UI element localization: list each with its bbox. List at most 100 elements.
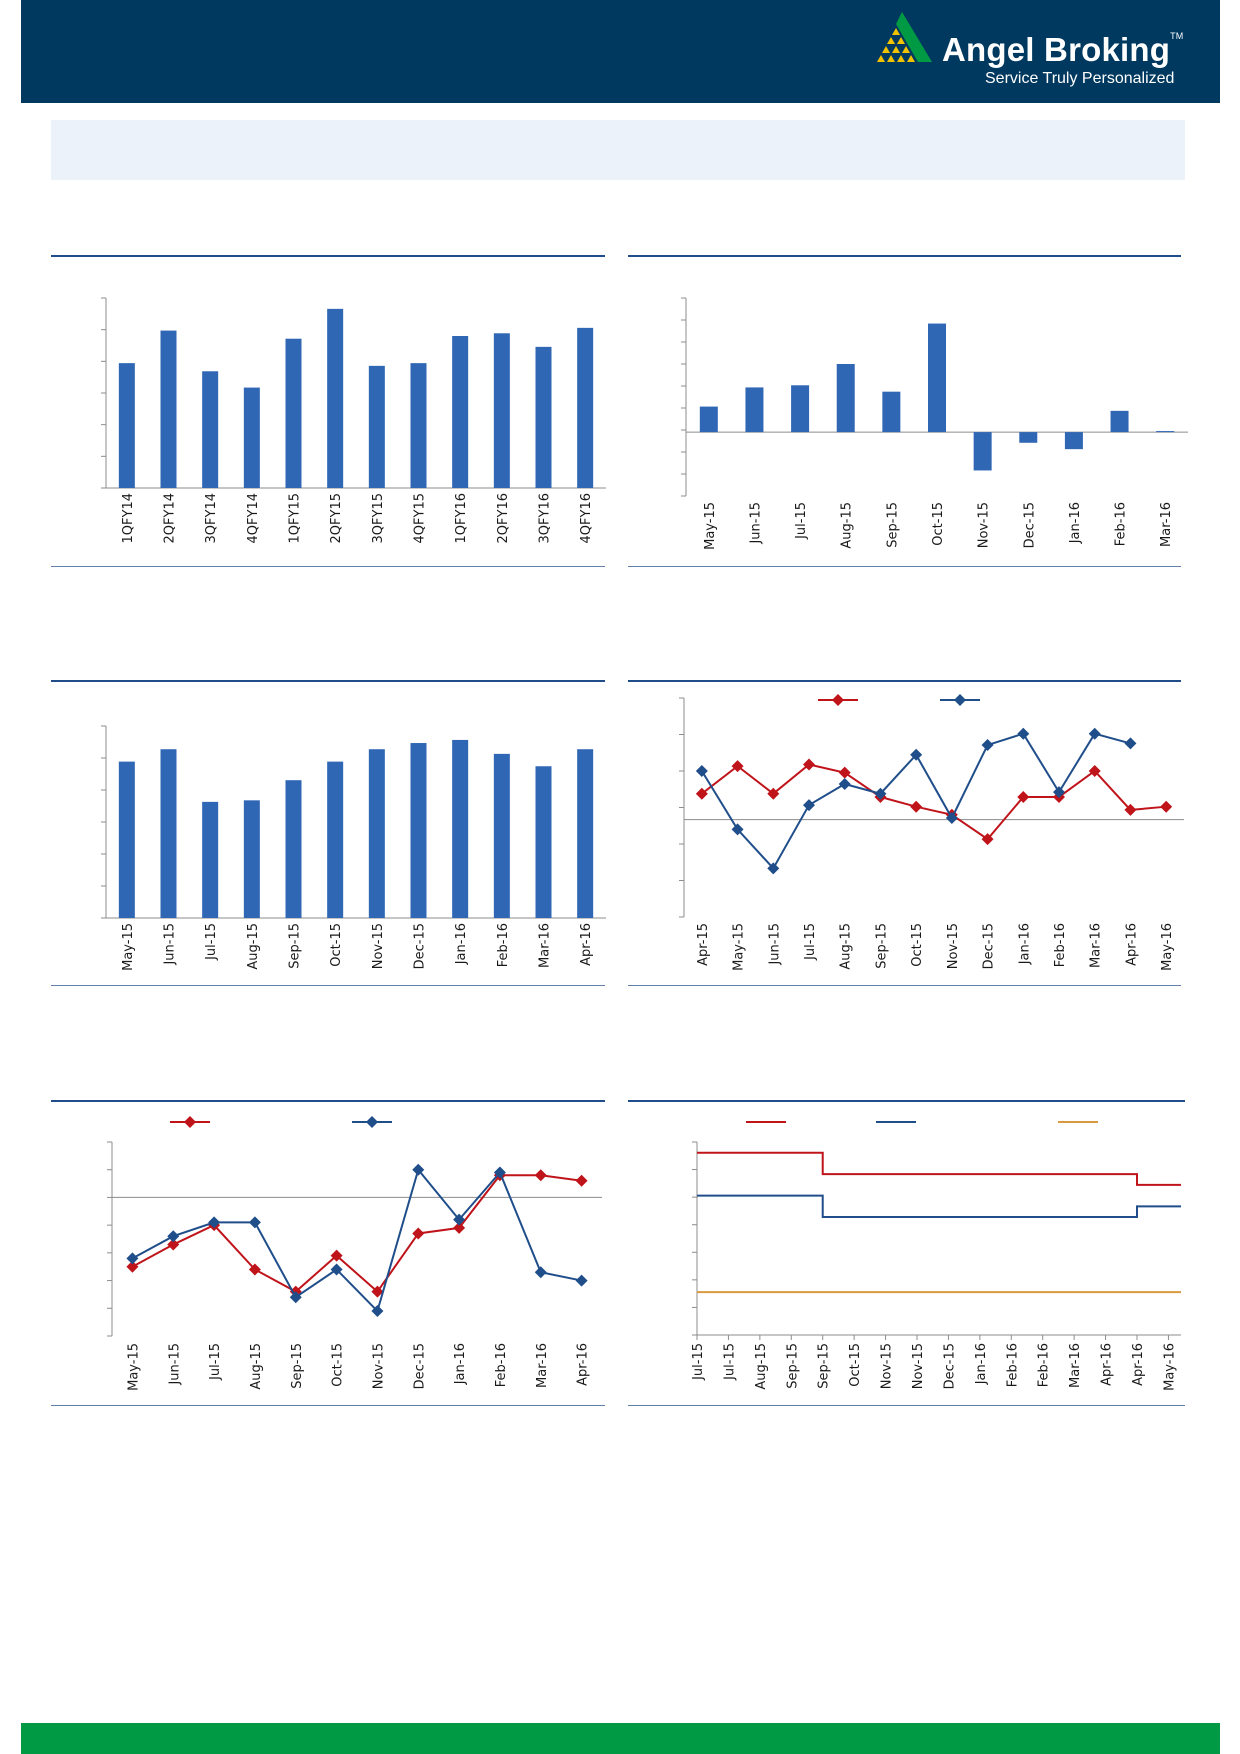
x-tick-label: Jul-15 — [722, 1343, 737, 1381]
x-tick-label: May-16 — [1162, 1343, 1177, 1391]
x-tick-label: Jun-15 — [163, 923, 178, 966]
data-point — [453, 1221, 466, 1234]
chart-2-bottom-rule — [628, 566, 1181, 567]
x-tick-label: Apr-16 — [579, 923, 594, 966]
data-point — [832, 694, 844, 706]
series-line — [697, 1194, 1181, 1219]
data-point — [1160, 800, 1173, 813]
x-tick-label: Jan-16 — [453, 1343, 468, 1385]
x-tick-label: Mar-16 — [535, 1343, 550, 1388]
x-tick-label: Apr-16 — [1124, 923, 1139, 966]
x-tick-label: Feb-16 — [1114, 502, 1129, 546]
series-line — [697, 1151, 1181, 1186]
x-tick-label: Sep-15 — [874, 923, 889, 969]
x-tick-label: Apr-15 — [696, 923, 711, 966]
data-point — [767, 787, 780, 800]
data-point — [945, 812, 958, 825]
bar — [493, 753, 510, 918]
bar — [699, 406, 718, 433]
data-point — [838, 777, 851, 790]
bar — [973, 432, 992, 471]
bar — [836, 364, 855, 433]
x-tick-label: Nov-15 — [911, 1343, 926, 1389]
title-band — [51, 120, 1185, 180]
data-point — [248, 1263, 261, 1276]
x-tick-label: 3QFY14 — [204, 493, 219, 543]
x-tick-label: 2QFY16 — [496, 493, 511, 543]
page-footer — [21, 1723, 1220, 1754]
bar — [410, 363, 427, 488]
x-tick-label: Nov-15 — [371, 923, 386, 969]
bar — [410, 743, 427, 918]
data-point — [167, 1230, 180, 1243]
x-tick-label: Nov-15 — [880, 1343, 895, 1389]
x-tick-label: Dec-15 — [413, 923, 428, 969]
bar — [160, 330, 177, 488]
bar — [1064, 432, 1083, 450]
bar — [285, 780, 302, 918]
data-point — [731, 760, 744, 773]
x-tick-label: 1QFY14 — [121, 493, 136, 543]
data-point — [910, 748, 923, 761]
data-point — [248, 1216, 261, 1229]
x-tick-label: Dec-15 — [942, 1343, 957, 1389]
chart-monthly-bars: May-15 Jun-15 Jul-15 Aug-15 Sep-15 Oct-15 Nov-… — [101, 725, 606, 971]
x-tick-label: Aug-15 — [246, 923, 261, 970]
x-tick-label: Aug-15 — [839, 923, 854, 970]
x-tick-label: Nov-15 — [977, 502, 992, 548]
series-line — [131, 1167, 582, 1313]
x-tick-label: Sep-15 — [290, 1343, 305, 1389]
bar — [243, 800, 260, 918]
data-point — [803, 758, 815, 771]
bar — [202, 371, 219, 488]
bar — [368, 749, 385, 918]
x-tick-label: Apr-16 — [1100, 1343, 1115, 1386]
chart-two-series-line-1: Apr-15 May-15 Jun-15 Jul-15 Aug-15 Sep-15 Oct-… — [679, 694, 1184, 971]
bar — [493, 333, 510, 488]
data-point — [371, 1285, 384, 1298]
x-tick-label: Dec-15 — [982, 923, 997, 969]
series-line — [701, 763, 1167, 841]
data-point — [534, 1266, 547, 1279]
chart-6-top-rule — [628, 1100, 1185, 1102]
page-header — [21, 0, 1220, 103]
x-tick-label: Apr-16 — [1131, 1343, 1146, 1386]
chart-quarterly-bars: 1QFY14 2QFY14 3QFY14 4QFY14 1QFY15 2QFY15 3QFY… — [101, 297, 606, 543]
bar — [535, 766, 552, 918]
x-tick-label: May-15 — [126, 1343, 141, 1391]
x-tick-label: 2QFY15 — [329, 493, 344, 543]
data-point — [412, 1227, 425, 1240]
x-tick-label: 4QFY16 — [579, 493, 594, 543]
chart-3-top-rule — [51, 680, 605, 682]
x-tick-label: Mar-16 — [1159, 502, 1174, 547]
chart-1-top-rule — [51, 255, 605, 257]
data-point — [695, 765, 708, 777]
x-tick-label: Oct-15 — [331, 1343, 346, 1387]
data-point — [1017, 790, 1030, 803]
x-tick-label: Aug-15 — [840, 502, 855, 549]
x-tick-label: May-15 — [121, 923, 136, 971]
x-tick-label: Oct-15 — [931, 502, 946, 546]
x-tick-label: Jul-15 — [803, 923, 818, 961]
chart-rates-step-line: Jul-15 Jul-15 Aug-15 Sep-15 Sep-15 Oct-15 Nov-… — [691, 1121, 1181, 1391]
bar — [535, 346, 552, 488]
x-tick-label: Feb-16 — [1005, 1343, 1020, 1387]
x-tick-label: Jul-15 — [794, 502, 809, 540]
x-tick-label: May-16 — [1160, 923, 1175, 971]
x-tick-label: Mar-16 — [1068, 1343, 1083, 1388]
x-tick-label: Oct-15 — [910, 923, 925, 967]
x-tick-label: Aug-15 — [754, 1343, 769, 1390]
data-point — [981, 833, 994, 846]
bar — [882, 391, 901, 433]
x-tick-label: Jan-16 — [974, 1343, 989, 1385]
x-tick-label: Aug-15 — [249, 1343, 264, 1390]
x-tick-label: Feb-16 — [1037, 1343, 1052, 1387]
bar — [368, 365, 385, 488]
x-tick-label: 1QFY15 — [288, 493, 303, 543]
x-tick-label: Nov-15 — [946, 923, 961, 969]
x-tick-label: Dec-15 — [1022, 502, 1037, 548]
chart-2-top-rule — [628, 255, 1181, 257]
bar — [118, 363, 135, 488]
data-point — [910, 800, 923, 813]
x-tick-label: Mar-16 — [1089, 923, 1104, 968]
